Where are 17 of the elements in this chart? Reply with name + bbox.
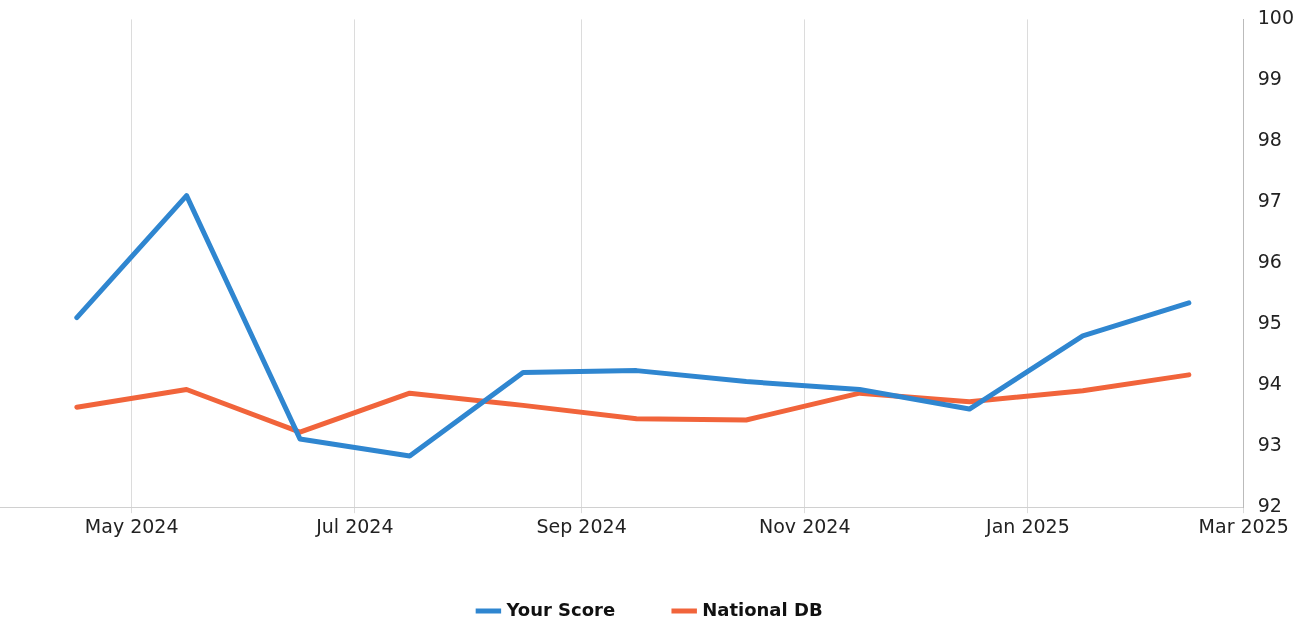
- x-tick-label: Sep 2024: [536, 514, 627, 537]
- y-tick-label: 98: [1257, 128, 1282, 151]
- legend-label: Your Score: [505, 598, 616, 620]
- y-tick-label: 93: [1257, 433, 1282, 456]
- y-tick-label: 95: [1257, 311, 1282, 334]
- y-tick-label: 100: [1257, 6, 1294, 29]
- x-tick-label: Nov 2024: [759, 514, 851, 537]
- x-tick-label: Mar 2025: [1198, 514, 1289, 537]
- x-tick-label: Jan 2025: [985, 514, 1070, 537]
- y-tick-label: 97: [1257, 189, 1282, 212]
- y-tick-label: 96: [1257, 250, 1282, 273]
- x-tick-label: Jul 2024: [315, 514, 394, 537]
- y-tick-label: 94: [1257, 372, 1282, 395]
- y-tick-label: 99: [1257, 67, 1282, 90]
- y-tick-label: 92: [1257, 494, 1282, 517]
- legend-label: National DB: [702, 598, 823, 620]
- x-tick-label: May 2024: [84, 514, 179, 537]
